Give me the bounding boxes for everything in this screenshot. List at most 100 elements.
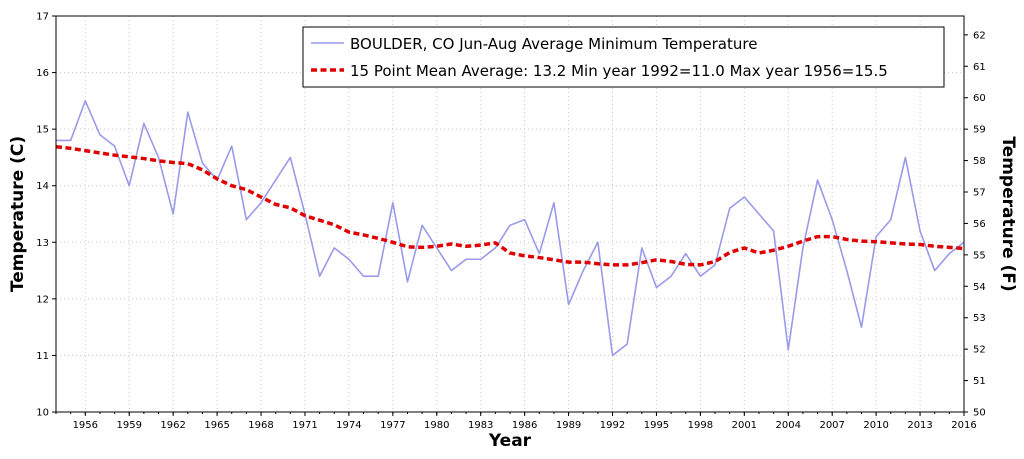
y-axis-title-left: Temperature (C)	[8, 136, 28, 292]
data-point-mean	[480, 244, 482, 246]
data-point-mean	[69, 147, 71, 149]
y-right-tick-label: 56	[973, 219, 986, 230]
x-tick-label: 1980	[424, 420, 449, 431]
x-tick-label: 2001	[732, 420, 757, 431]
y-tick-label: 11	[36, 351, 49, 362]
x-tick-label: 2016	[951, 420, 976, 431]
data-point-mean	[304, 215, 306, 217]
data-point-mean	[728, 251, 730, 253]
y-tick-label: 14	[36, 181, 49, 192]
data-point-observed	[69, 139, 71, 141]
data-point-mean	[772, 249, 774, 251]
data-point-mean	[714, 260, 716, 262]
y-tick-label: 15	[36, 125, 49, 136]
data-point-observed	[143, 122, 145, 124]
data-point-observed	[934, 269, 936, 271]
data-point-observed	[509, 224, 511, 226]
data-point-observed	[480, 258, 482, 260]
data-point-mean	[289, 207, 291, 209]
x-tick-label: 1983	[468, 420, 493, 431]
data-point-observed	[201, 162, 203, 164]
data-point-observed	[318, 275, 320, 277]
series-line-15pt-mean	[55, 144, 965, 267]
data-point-mean	[802, 240, 804, 242]
data-point-mean	[362, 234, 364, 236]
data-point-observed	[348, 258, 350, 260]
series-line-observed	[56, 100, 965, 357]
data-point-observed	[597, 241, 599, 243]
x-tick-label: 1995	[644, 420, 669, 431]
y-tick-label: 17	[36, 12, 49, 23]
data-point-mean	[274, 203, 276, 205]
data-point-observed	[904, 156, 906, 158]
series-layer	[55, 100, 965, 357]
x-tick-label: 1959	[116, 420, 141, 431]
data-point-mean	[99, 152, 101, 154]
x-tick-label: 1998	[688, 420, 713, 431]
data-point-mean	[392, 241, 394, 243]
ticks: 1956 1959 1962 1965 1968 1971 1974 1977 1980 1983…	[36, 12, 985, 432]
x-tick-label: 2007	[819, 420, 844, 431]
data-point-observed	[274, 179, 276, 181]
data-point-mean	[538, 256, 540, 258]
data-point-mean	[860, 240, 862, 242]
data-point-observed	[406, 281, 408, 283]
data-point-mean	[494, 242, 496, 244]
y-right-tick-label: 52	[973, 345, 986, 356]
data-point-observed	[831, 218, 833, 220]
x-tick-label: 2013	[907, 420, 932, 431]
x-axis-title: Year	[488, 431, 532, 451]
data-point-observed	[245, 218, 247, 220]
data-point-observed	[260, 201, 262, 203]
data-point-observed	[128, 185, 130, 187]
data-point-observed	[875, 235, 877, 237]
data-point-observed	[758, 213, 760, 215]
data-point-mean	[582, 261, 584, 263]
data-point-observed	[187, 111, 189, 113]
data-point-mean	[421, 246, 423, 248]
data-point-observed	[450, 269, 452, 271]
data-point-observed	[523, 218, 525, 220]
data-point-mean	[406, 246, 408, 248]
data-point-mean	[890, 242, 892, 244]
data-point-observed	[113, 145, 115, 147]
data-point-mean	[260, 196, 262, 198]
legend-box	[302, 26, 945, 88]
data-point-observed	[172, 213, 174, 215]
y-right-tick-label: 58	[973, 156, 986, 167]
x-tick-label: 1992	[600, 420, 625, 431]
data-point-observed	[377, 275, 379, 277]
data-point-mean	[948, 246, 950, 248]
y-right-tick-label: 50	[973, 408, 986, 419]
data-point-mean	[655, 259, 657, 261]
data-point-observed	[846, 269, 848, 271]
x-tick-label: 2010	[863, 420, 888, 431]
data-point-mean	[436, 245, 438, 247]
x-tick-label: 1971	[292, 420, 317, 431]
data-point-observed	[772, 230, 774, 232]
x-tick-label: 1977	[380, 420, 405, 431]
data-point-observed	[699, 275, 701, 277]
data-point-mean	[201, 169, 203, 171]
data-point-mean	[84, 149, 86, 151]
data-point-observed	[538, 252, 540, 254]
data-point-observed	[553, 201, 555, 203]
data-point-observed	[99, 134, 101, 136]
data-point-observed	[333, 247, 335, 249]
data-point-mean	[699, 264, 701, 266]
data-point-mean	[641, 261, 643, 263]
data-point-observed	[611, 354, 613, 356]
data-point-observed	[816, 179, 818, 181]
x-tick-label: 1974	[336, 420, 361, 431]
y-right-tick-label: 55	[973, 250, 986, 261]
data-point-mean	[157, 160, 159, 162]
data-point-observed	[802, 247, 804, 249]
data-point-observed	[231, 145, 233, 147]
data-point-mean	[743, 247, 745, 249]
data-point-mean	[172, 161, 174, 163]
data-point-observed	[670, 275, 672, 277]
y-right-tick-label: 51	[973, 376, 986, 387]
data-point-mean	[450, 243, 452, 245]
data-point-mean	[377, 237, 379, 239]
